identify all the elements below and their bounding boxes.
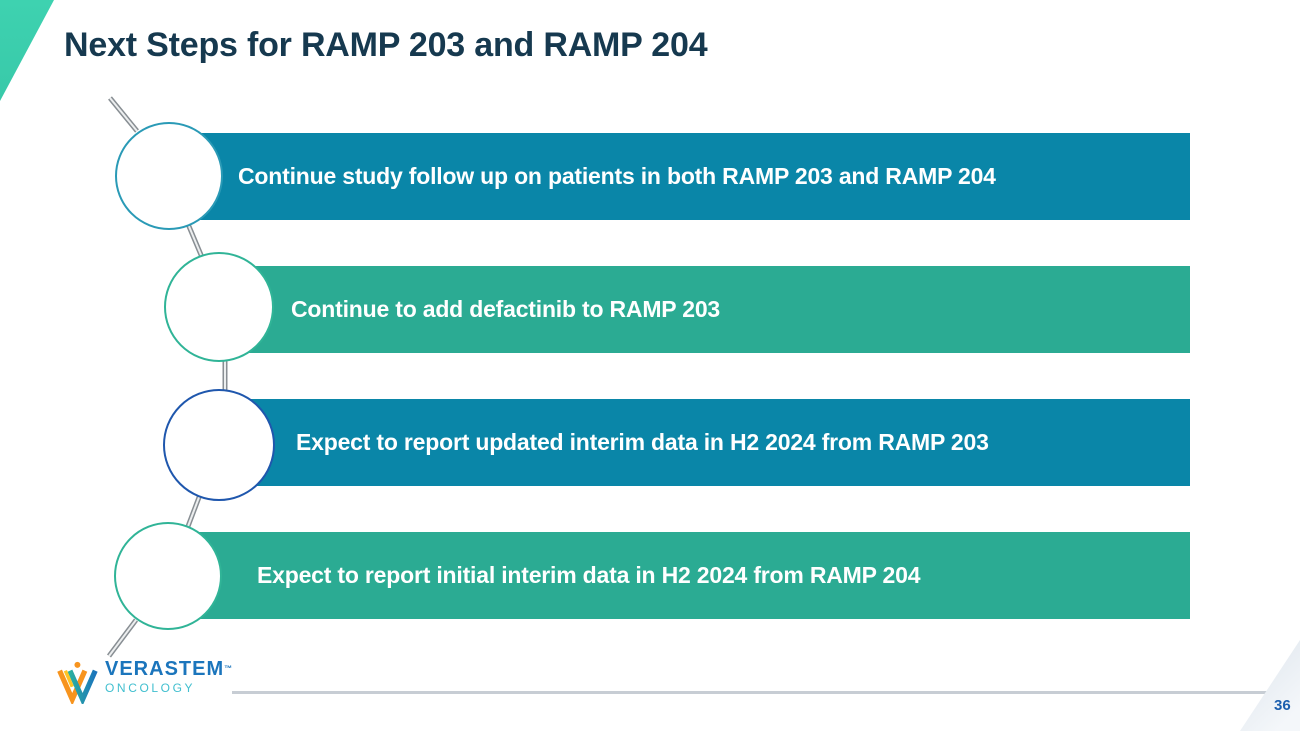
corner-accent-bottom-right [1240, 640, 1300, 731]
step-bar-3: Expect to report updated interim data in… [190, 399, 1190, 486]
page-number: 36 [1274, 697, 1291, 714]
corner-accent-top-left [0, 0, 54, 101]
logo-wordmark: VERASTEM™ ONCOLOGY [105, 658, 232, 695]
trademark-symbol: ™ [224, 664, 233, 673]
verastem-logo: VERASTEM™ ONCOLOGY [55, 658, 232, 704]
step-label-2: Continue to add defactinib to RAMP 203 [291, 296, 720, 322]
step-bar-2: Continue to add defactinib to RAMP 203 [192, 266, 1190, 353]
step-label-1: Continue study follow up on patients in … [238, 163, 996, 189]
step-bar-4: Expect to report initial interim data in… [139, 532, 1190, 619]
slide-title: Next Steps for RAMP 203 and RAMP 204 [64, 26, 708, 64]
step-label-3: Expect to report updated interim data in… [296, 429, 989, 455]
verastem-v-mark-icon [57, 661, 98, 704]
logo-brand-text: VERASTEM™ [105, 658, 233, 680]
logo-subbrand-text: ONCOLOGY [105, 681, 196, 695]
footer-divider-line [232, 691, 1300, 694]
step-bar-1: Continue study follow up on patients in … [139, 133, 1190, 220]
step-label-4: Expect to report initial interim data in… [257, 562, 921, 588]
